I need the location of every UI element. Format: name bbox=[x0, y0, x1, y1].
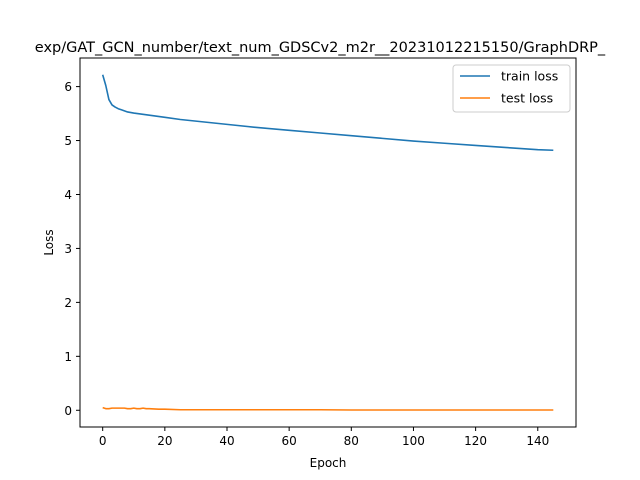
x-tick-label: 80 bbox=[344, 434, 359, 448]
y-axis-ticks: 0 1 2 3 4 5 6 bbox=[64, 80, 80, 418]
x-axis-label: Epoch bbox=[310, 456, 347, 470]
x-tick-label: 20 bbox=[157, 434, 172, 448]
legend: train loss test loss bbox=[452, 64, 571, 113]
y-axis-label: Loss bbox=[42, 229, 56, 255]
y-tick-label: 0 bbox=[64, 404, 72, 418]
plot-frame bbox=[79, 57, 577, 428]
series-line-test-loss bbox=[102, 406, 554, 411]
legend-label: train loss bbox=[501, 69, 558, 84]
y-tick-label: 6 bbox=[64, 80, 72, 94]
y-tick-label: 5 bbox=[64, 134, 72, 148]
x-tick-label: 0 bbox=[99, 434, 107, 448]
legend-label: test loss bbox=[501, 91, 553, 106]
y-tick-label: 1 bbox=[64, 350, 72, 364]
x-tick-label: 40 bbox=[219, 434, 234, 448]
x-axis-ticks: 0 20 40 60 80 100 120 140 bbox=[99, 427, 549, 448]
x-tick-label: 60 bbox=[282, 434, 297, 448]
x-tick-label: 100 bbox=[402, 434, 425, 448]
plot-lines bbox=[101, 74, 554, 411]
y-tick-label: 2 bbox=[64, 296, 72, 310]
series-line-train-loss bbox=[101, 74, 554, 152]
y-tick-label: 4 bbox=[64, 188, 72, 202]
y-tick-label: 3 bbox=[64, 242, 72, 256]
chart-title: exp/GAT_GCN_number/text_num_GDSCv2_m2r__… bbox=[35, 40, 606, 56]
x-tick-label: 120 bbox=[464, 434, 487, 448]
x-tick-label: 140 bbox=[526, 434, 549, 448]
